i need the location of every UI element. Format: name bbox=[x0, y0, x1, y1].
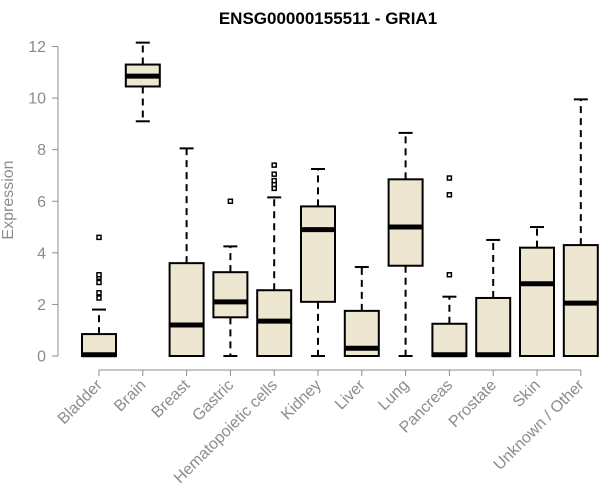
box-gastric bbox=[212, 198, 249, 357]
iqr-box bbox=[431, 322, 468, 357]
box-unknown-other bbox=[562, 98, 599, 358]
outlier-point bbox=[96, 295, 102, 301]
box-kidney bbox=[300, 168, 336, 357]
iqr-box bbox=[519, 246, 555, 357]
x-tick-label: Kidney bbox=[278, 377, 325, 424]
iqr-box bbox=[387, 178, 424, 267]
iqr-box bbox=[562, 244, 599, 358]
outlier-point bbox=[96, 234, 102, 241]
boxes-group bbox=[81, 41, 599, 358]
y-axis: 0 2 4 6 8 10 12 bbox=[28, 39, 59, 366]
y-tick-label: 4 bbox=[37, 245, 46, 262]
iqr-box bbox=[300, 205, 336, 303]
box-liver bbox=[343, 266, 380, 358]
y-tick-label: 10 bbox=[28, 91, 46, 108]
y-tick-label: 8 bbox=[37, 142, 46, 159]
iqr-box bbox=[212, 271, 249, 319]
x-tick-label: Liver bbox=[332, 376, 369, 413]
outlier-point bbox=[96, 290, 102, 296]
x-tick-label: Prostate bbox=[446, 377, 500, 431]
x-tick-label: Breast bbox=[149, 376, 194, 421]
outlier-point bbox=[96, 272, 102, 278]
outlier-point bbox=[271, 162, 277, 168]
box-pancreas bbox=[431, 175, 468, 358]
y-tick-label: 12 bbox=[28, 39, 46, 56]
iqr-box bbox=[168, 262, 205, 357]
x-tick-label: Lung bbox=[375, 377, 412, 414]
box-bladder bbox=[81, 234, 117, 358]
box-breast bbox=[168, 147, 205, 357]
x-tick-label: Bladder bbox=[55, 376, 106, 427]
outlier-point bbox=[446, 192, 453, 198]
box-prostate bbox=[475, 238, 512, 358]
outlier-point bbox=[96, 279, 102, 286]
box-brain bbox=[124, 41, 161, 123]
iqr-box bbox=[475, 296, 512, 357]
chart-title: ENSG00000155511 - GRIA1 bbox=[219, 9, 437, 28]
box-skin bbox=[519, 226, 555, 357]
box-hematopoietic-cells bbox=[256, 162, 293, 358]
y-tick-label: 2 bbox=[37, 297, 46, 314]
outlier-point bbox=[446, 272, 453, 278]
outlier-point bbox=[271, 177, 277, 184]
x-tick-label: Skin bbox=[510, 377, 544, 411]
outlier-point bbox=[227, 198, 234, 204]
y-tick-label: 6 bbox=[37, 194, 46, 211]
box-lung bbox=[387, 131, 424, 357]
outlier-point bbox=[446, 175, 453, 181]
y-tick-label: 0 bbox=[37, 349, 46, 366]
x-tick-label: Brain bbox=[111, 377, 149, 415]
y-axis-title: Expression bbox=[0, 160, 17, 239]
outlier-point bbox=[271, 171, 277, 177]
